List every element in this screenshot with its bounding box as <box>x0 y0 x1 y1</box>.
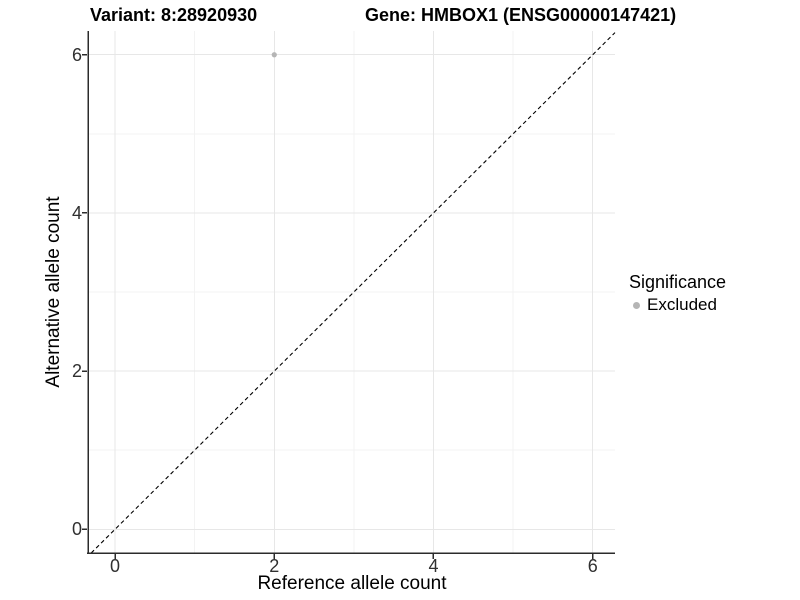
legend-item: Excluded <box>633 295 726 315</box>
legend-item-label: Excluded <box>647 295 717 314</box>
x-tick-label: 2 <box>269 556 280 576</box>
y-tick-label: 2 <box>71 361 82 382</box>
legend-point-swatch <box>633 301 640 309</box>
variant-title: Variant: 8:28920930 <box>90 5 258 25</box>
y-tick-label: 6 <box>71 44 82 65</box>
x-tick-label: 4 <box>428 556 439 576</box>
y-tick-label: 0 <box>71 519 82 540</box>
x-axis-title: Reference allele count <box>257 573 447 594</box>
gene-title: Gene: HMBOX1 (ENSG00000147421) <box>365 5 677 25</box>
x-tick-label: 0 <box>110 556 121 576</box>
x-tick-label: 6 <box>587 556 598 576</box>
legend: Significance Excluded <box>629 272 726 315</box>
legend-title: Significance <box>629 272 727 292</box>
identity-line <box>90 32 616 554</box>
y-tick-label: 4 <box>71 202 82 223</box>
data-point <box>271 52 277 58</box>
